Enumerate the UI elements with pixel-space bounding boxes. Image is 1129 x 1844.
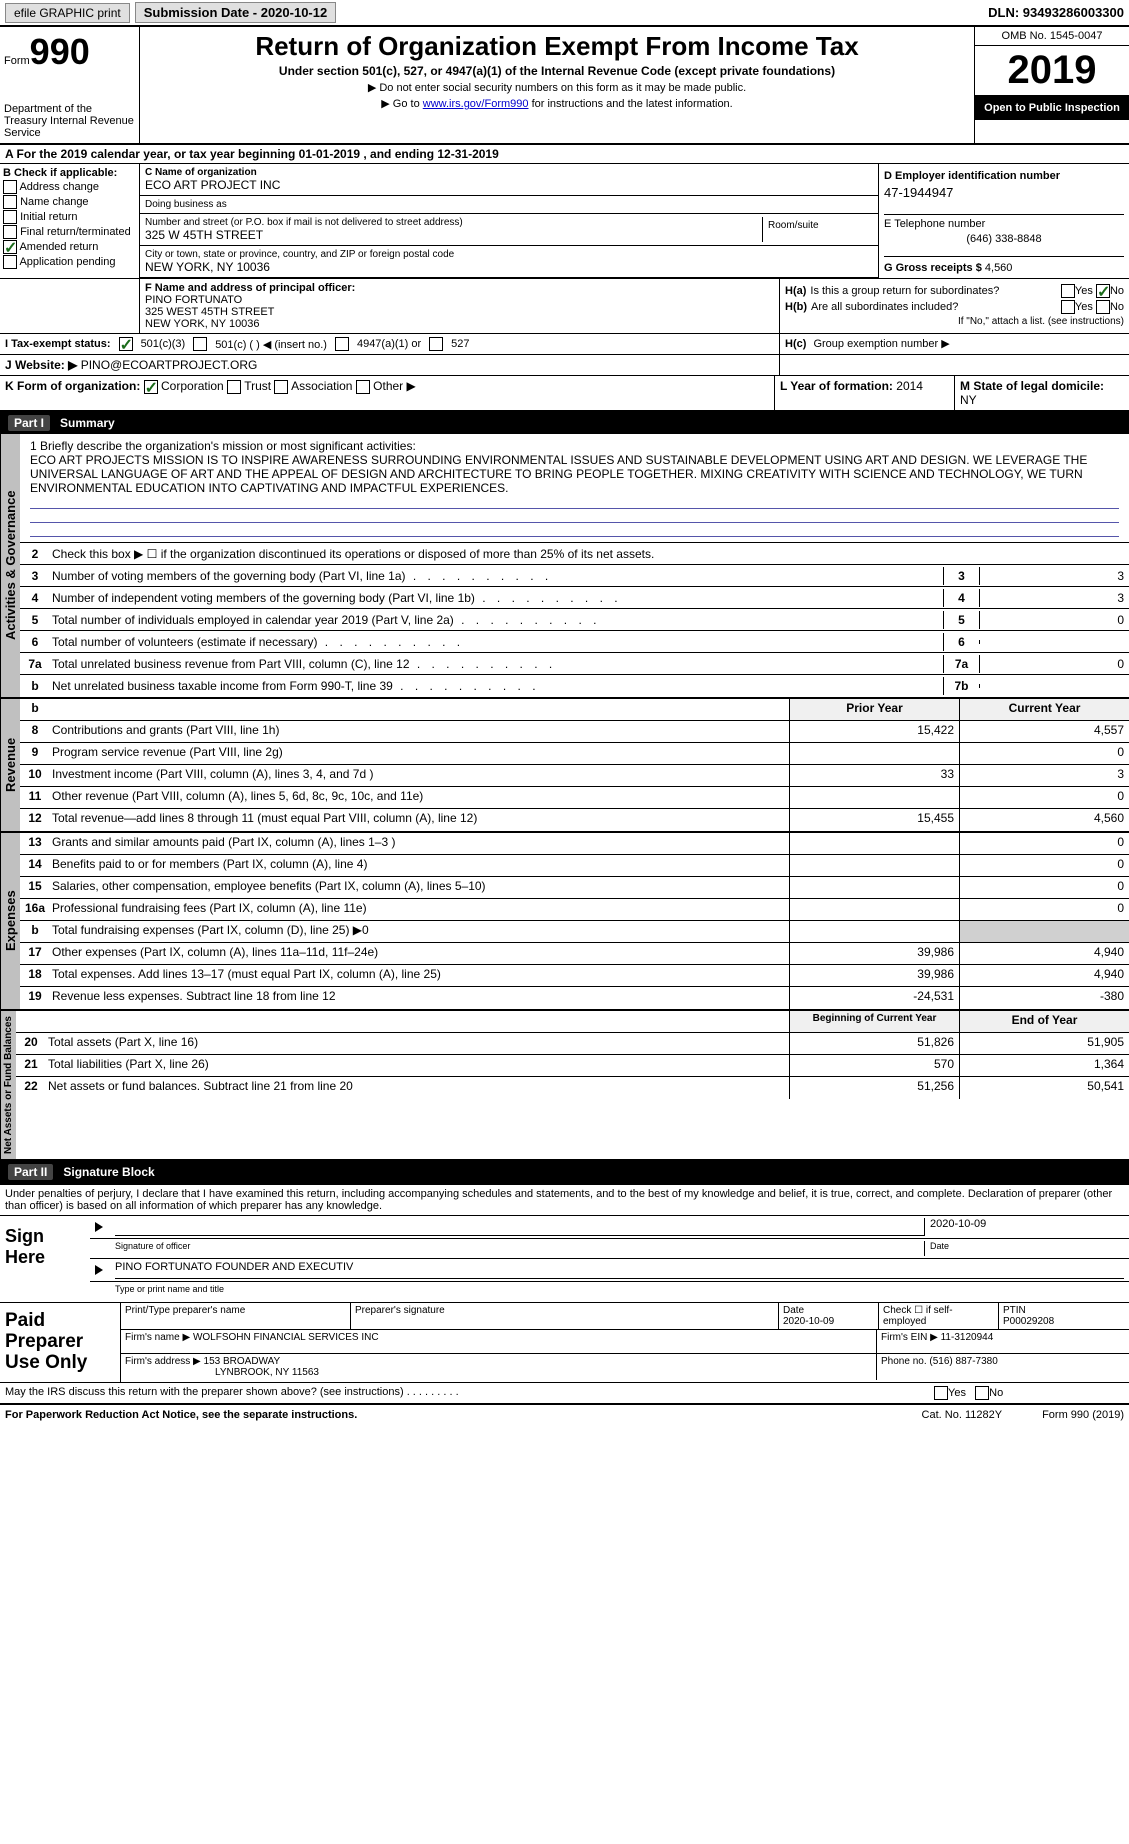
data-row: 11Other revenue (Part VIII, column (A), …	[20, 787, 1129, 809]
top-bar: efile GRAPHIC print Submission Date - 20…	[0, 0, 1129, 27]
data-row: 18Total expenses. Add lines 13–17 (must …	[20, 965, 1129, 987]
public-inspection: Open to Public Inspection	[975, 96, 1129, 120]
telephone: (646) 338-8848	[884, 233, 1124, 245]
data-row: 17Other expenses (Part IX, column (A), l…	[20, 943, 1129, 965]
data-row: 21Total liabilities (Part X, line 26)570…	[16, 1055, 1129, 1077]
gov-row: 2Check this box ▶ ☐ if the organization …	[20, 543, 1129, 565]
org-name: ECO ART PROJECT INC	[145, 178, 873, 192]
firm-name: WOLFSOHN FINANCIAL SERVICES INC	[193, 1332, 379, 1343]
form-label: Form	[4, 55, 30, 67]
netassets-label: Net Assets or Fund Balances	[0, 1011, 16, 1159]
data-row: 10Investment income (Part VIII, column (…	[20, 765, 1129, 787]
gov-row: 4Number of independent voting members of…	[20, 587, 1129, 609]
section-j: J Website: ▶ PINO@ECOARTPROJECT.ORG	[0, 355, 1129, 376]
governance-label: Activities & Governance	[0, 434, 20, 697]
gov-row: 5Total number of individuals employed in…	[20, 609, 1129, 631]
city-state-zip: NEW YORK, NY 10036	[145, 260, 873, 274]
gross-receipts: 4,560	[985, 262, 1013, 274]
street-address: 325 W 45TH STREET	[145, 228, 762, 242]
gov-row: 6Total number of volunteers (estimate if…	[20, 631, 1129, 653]
data-row: 15Salaries, other compensation, employee…	[20, 877, 1129, 899]
page-footer: For Paperwork Reduction Act Notice, see …	[0, 1404, 1129, 1425]
dept-label: Department of the Treasury Internal Reve…	[4, 103, 135, 139]
data-row: 12Total revenue—add lines 8 through 11 (…	[20, 809, 1129, 831]
ptin: P00029208	[1003, 1316, 1054, 1327]
gov-row: 7aTotal unrelated business revenue from …	[20, 653, 1129, 675]
revenue-section: Revenue b Prior Year Current Year 8Contr…	[0, 699, 1129, 833]
part2-header: Part II Signature Block	[0, 1161, 1129, 1183]
form-title: Return of Organization Exempt From Incom…	[148, 31, 966, 62]
dln: DLN: 93493286003300	[988, 5, 1124, 20]
data-row: 8Contributions and grants (Part VIII, li…	[20, 721, 1129, 743]
note-link: ▶ Go to www.irs.gov/Form990 for instruct…	[148, 97, 966, 110]
data-row: 14Benefits paid to or for members (Part …	[20, 855, 1129, 877]
gov-row: bNet unrelated business taxable income f…	[20, 675, 1129, 697]
data-row: 13Grants and similar amounts paid (Part …	[20, 833, 1129, 855]
declaration: Under penalties of perjury, I declare th…	[0, 1185, 1129, 1215]
sign-here-label: Sign Here	[0, 1216, 90, 1302]
data-row: bTotal fundraising expenses (Part IX, co…	[20, 921, 1129, 943]
section-fh: F Name and address of principal officer:…	[0, 279, 1129, 334]
form-header: Form 990 Department of the Treasury Inte…	[0, 27, 1129, 145]
irs-discuss: May the IRS discuss this return with the…	[0, 1383, 929, 1403]
form-subtitle: Under section 501(c), 527, or 4947(a)(1)…	[148, 64, 966, 78]
mission-text: ECO ART PROJECTS MISSION IS TO INSPIRE A…	[30, 453, 1119, 495]
form-num: 990	[30, 31, 90, 73]
section-b: B Check if applicable: Address change Na…	[0, 164, 140, 278]
tax-year: 2019	[975, 46, 1129, 96]
revenue-label: Revenue	[0, 699, 20, 831]
section-i: I Tax-exempt status: 501(c)(3) 501(c) ( …	[0, 334, 1129, 355]
expenses-label: Expenses	[0, 833, 20, 1009]
header-block-bcd: B Check if applicable: Address change Na…	[0, 164, 1129, 279]
data-row: 19Revenue less expenses. Subtract line 1…	[20, 987, 1129, 1009]
section-c: C Name of organization ECO ART PROJECT I…	[140, 164, 879, 278]
section-klm: K Form of organization: Corporation Trus…	[0, 376, 1129, 412]
section-a: A For the 2019 calendar year, or tax yea…	[0, 145, 1129, 164]
website: PINO@ECOARTPROJECT.ORG	[81, 358, 258, 372]
data-row: 20Total assets (Part X, line 16)51,82651…	[16, 1033, 1129, 1055]
submission-date: Submission Date - 2020-10-12	[135, 2, 337, 23]
irs-link[interactable]: www.irs.gov/Form990	[423, 98, 529, 110]
signature-block: Under penalties of perjury, I declare th…	[0, 1183, 1129, 1404]
omb-number: OMB No. 1545-0047	[975, 27, 1129, 46]
amended-check	[3, 240, 17, 254]
data-row: 16aProfessional fundraising fees (Part I…	[20, 899, 1129, 921]
section-d: D Employer identification number 47-1944…	[879, 164, 1129, 278]
officer-name-title: PINO FORTUNATO FOUNDER AND EXECUTIV	[115, 1261, 1124, 1279]
officer-name: PINO FORTUNATO	[145, 294, 774, 306]
part1-header: Part I Summary	[0, 412, 1129, 434]
data-row: 22Net assets or fund balances. Subtract …	[16, 1077, 1129, 1099]
gov-row: 3Number of voting members of the governi…	[20, 565, 1129, 587]
expenses-section: Expenses 13Grants and similar amounts pa…	[0, 833, 1129, 1011]
data-row: 9Program service revenue (Part VIII, lin…	[20, 743, 1129, 765]
note-ssn: ▶ Do not enter social security numbers o…	[148, 81, 966, 94]
governance-section: Activities & Governance 1 Briefly descri…	[0, 434, 1129, 699]
efile-btn[interactable]: efile GRAPHIC print	[5, 3, 130, 23]
ein: 47-1944947	[884, 185, 1124, 200]
netassets-section: Net Assets or Fund Balances Beginning of…	[0, 1011, 1129, 1161]
paid-preparer-label: Paid Preparer Use Only	[0, 1303, 120, 1382]
